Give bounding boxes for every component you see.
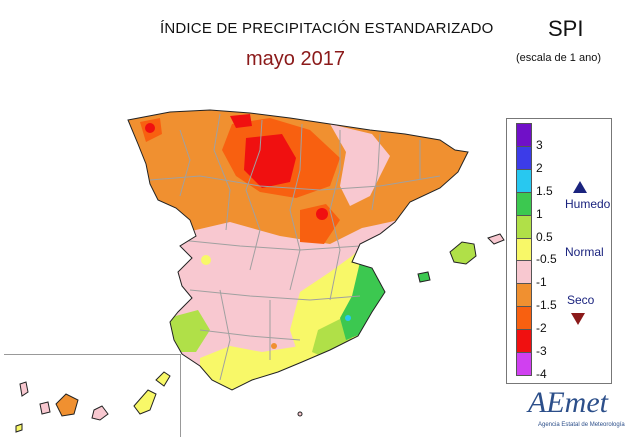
wet-arrow-icon — [573, 181, 587, 193]
dry-arrow-icon — [571, 313, 585, 325]
legend-tick-label: -3 — [536, 344, 547, 359]
legend: 3 2 1.5 1 0.5 -0.5 -1 -1.5 -2 -3 -4 Humedo Normal … — [506, 118, 612, 384]
logo-subtext: Agencia Estatal de Meteorología — [538, 422, 625, 428]
legend-tick-label: 0.5 — [536, 229, 553, 244]
map-subtitle: mayo 2017 — [246, 48, 345, 70]
canary-islands — [15, 371, 171, 433]
legend-tick-label: -0.5 — [536, 252, 557, 267]
legend-swatch — [516, 214, 532, 239]
legend-swatch — [516, 145, 532, 170]
logo-text: AEmet — [528, 386, 608, 419]
index-name: SPI — [548, 16, 584, 41]
legend-swatch — [516, 306, 532, 331]
ibiza-island — [417, 271, 431, 283]
ceuta — [297, 411, 303, 417]
legend-tick-label: -1.5 — [536, 298, 557, 313]
legend-tick-label: -4 — [536, 367, 547, 381]
canary-inset-frame — [4, 354, 181, 437]
legend-label-normal: Normal — [565, 245, 604, 259]
legend-label-dry: Seco — [567, 293, 595, 307]
legend-swatch — [516, 329, 532, 354]
legend-tick-label: 1.5 — [536, 183, 553, 198]
legend-swatch — [516, 123, 532, 147]
legend-label-wet: Humedo — [565, 197, 611, 211]
legend-swatch — [516, 237, 532, 262]
legend-tick-label: -1 — [536, 275, 547, 290]
aemet-logo: AEmet Agencia Estatal de Meteorología — [528, 386, 628, 434]
legend-swatch — [516, 352, 532, 376]
legend-swatch — [516, 283, 532, 308]
scale-note: (escala de 1 ano) — [516, 52, 601, 64]
legend-swatch — [516, 168, 532, 193]
legend-swatch — [516, 260, 532, 285]
legend-tick-label: 1 — [536, 206, 543, 221]
map-title: ÍNDICE DE PRECIPITACIÓN ESTANDARIZADO — [160, 20, 494, 37]
menorca-island — [487, 233, 505, 245]
legend-tick-label: 2 — [536, 160, 543, 175]
mallorca-island — [449, 241, 477, 265]
legend-tick-label: 3 — [536, 137, 543, 152]
legend-tick-label: -2 — [536, 321, 547, 336]
legend-swatch — [516, 191, 532, 216]
mainland-outline — [127, 109, 469, 391]
